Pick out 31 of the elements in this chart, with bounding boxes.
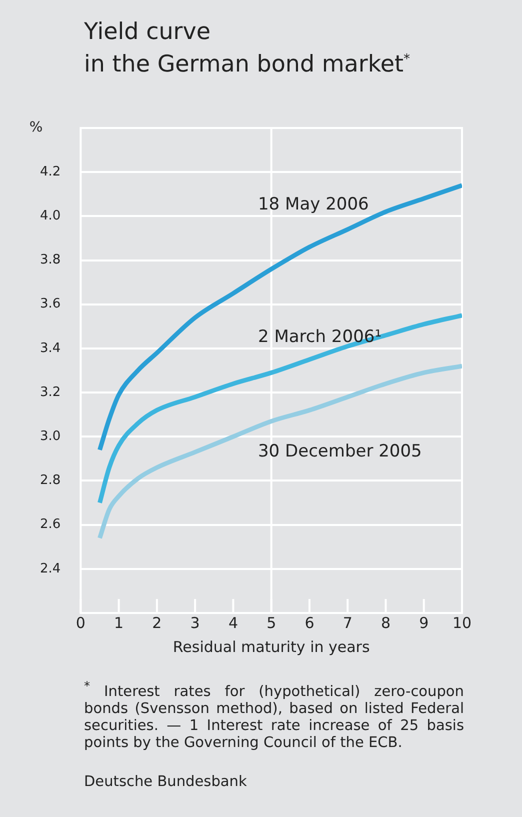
y-tick-label: 4.0 <box>40 208 61 224</box>
series-label: 30 December 2005 <box>258 441 422 462</box>
y-axis-title: % <box>29 120 43 136</box>
x-tick-label: 5 <box>266 614 276 632</box>
y-tick-label: 3.4 <box>40 340 61 356</box>
y-tick-label: 2.8 <box>40 473 61 488</box>
x-tick-label: 9 <box>419 614 429 632</box>
text: Deutsche Bundesbank <box>84 774 248 791</box>
x-tick-label: 0 <box>76 614 86 632</box>
x-tick-label: 6 <box>304 614 314 632</box>
y-tick-label: 3.2 <box>40 384 61 400</box>
x-tick-label: 2 <box>152 614 162 632</box>
line-series <box>97 364 462 540</box>
y-tick-label: 2.6 <box>40 517 61 532</box>
x-tick-label: 3 <box>190 614 200 632</box>
y-tick-label: 2.4 <box>40 561 61 576</box>
x-tick-label: 7 <box>342 614 352 632</box>
series-label: 2 March 2006¹ <box>258 326 382 347</box>
text: $^{*}$ Interest rates for (hypothetical) zero-coupon bonds (Svensson method), based on listed Federal securities. — 1 Interest rate increase of 25 basis points by the Governing Council of the ECB. <box>84 678 464 752</box>
y-tick-label: 4.2 <box>40 164 61 180</box>
x-tick-label: 10 <box>452 614 472 632</box>
line-series <box>97 313 462 506</box>
series-label: 18 May 2006 <box>258 194 369 215</box>
y-tick-label: 3.8 <box>40 252 61 268</box>
x-axis-title: Residual maturity in years <box>172 638 370 656</box>
y-tick-label: 3.0 <box>40 429 61 444</box>
chart-title: Yield curve in the German bond market$^{*}$ <box>84 18 410 79</box>
x-tick-label: 4 <box>228 614 238 632</box>
x-tick-label: 8 <box>380 614 391 632</box>
x-tick-label: 1 <box>114 614 124 632</box>
y-tick-label: 3.6 <box>40 296 61 312</box>
